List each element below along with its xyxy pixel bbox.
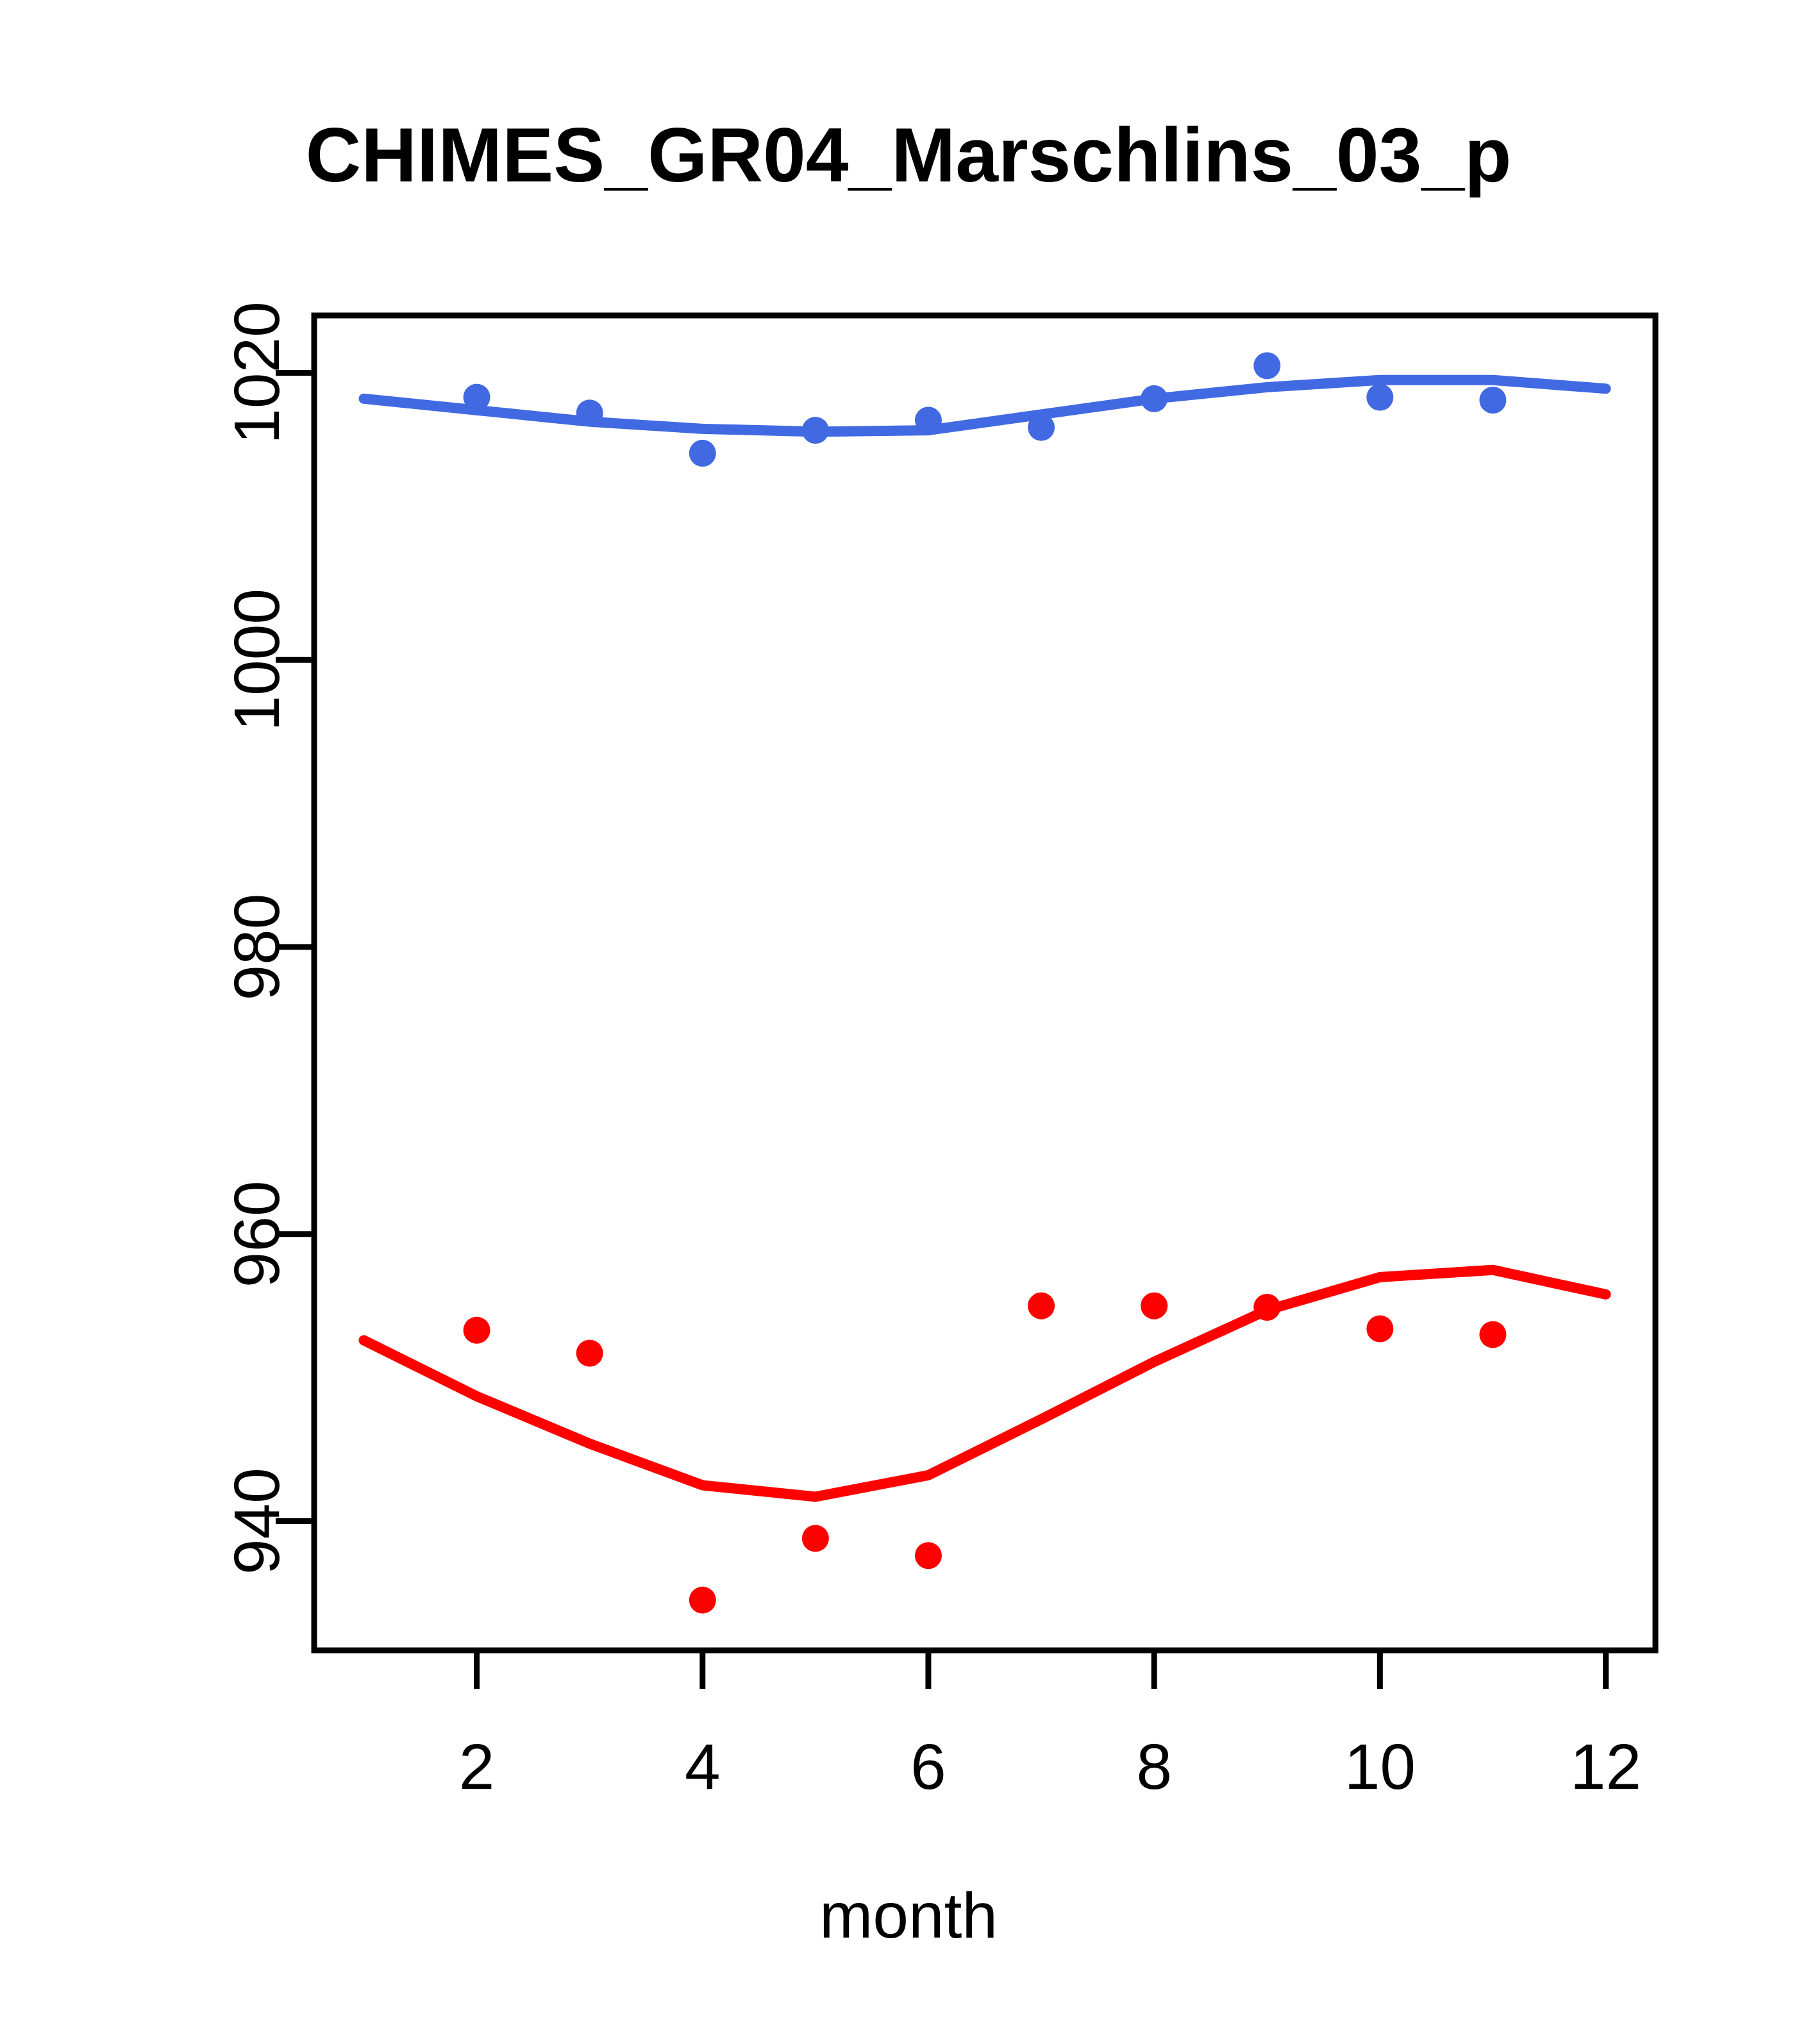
blue-points-point	[1253, 352, 1281, 380]
blue-points-point	[1028, 414, 1055, 441]
y-tick-label: 980	[221, 894, 293, 1001]
blue-lowess-line	[358, 374, 1611, 437]
y-tick-label: 1000	[221, 589, 293, 731]
plot-border	[311, 312, 1659, 1654]
x-tick-label: 10	[1344, 1731, 1416, 1803]
x-tick-label: 2	[459, 1731, 495, 1803]
x-tick-label: 4	[685, 1731, 721, 1803]
red-points-point	[576, 1339, 603, 1367]
x-tick-label: 8	[1136, 1731, 1172, 1803]
x-tick-label: 6	[910, 1731, 946, 1803]
red-points-point	[914, 1542, 942, 1570]
x-axis-title: month	[819, 1880, 998, 1952]
red-points-point	[1141, 1292, 1168, 1319]
blue-points-point	[1479, 387, 1507, 414]
y-tick-label: 960	[221, 1180, 293, 1287]
x-tick-label: 12	[1570, 1731, 1641, 1803]
red-lowess-line	[358, 1264, 1611, 1502]
red-points-point	[689, 1586, 716, 1614]
y-tick-label: 940	[221, 1468, 293, 1575]
red-points-point	[1366, 1315, 1394, 1343]
blue-points-point	[1366, 383, 1394, 411]
blue-points-point	[463, 383, 490, 411]
red-points-point	[463, 1316, 490, 1344]
red-points-point	[801, 1525, 829, 1552]
red-points-point	[1028, 1292, 1055, 1319]
y-tick-label: 1020	[221, 301, 293, 444]
blue-points-point	[689, 439, 716, 467]
chart-title: CHIMES_GR04_Marschlins_03_p	[305, 112, 1512, 198]
red-points-point	[1479, 1321, 1507, 1348]
